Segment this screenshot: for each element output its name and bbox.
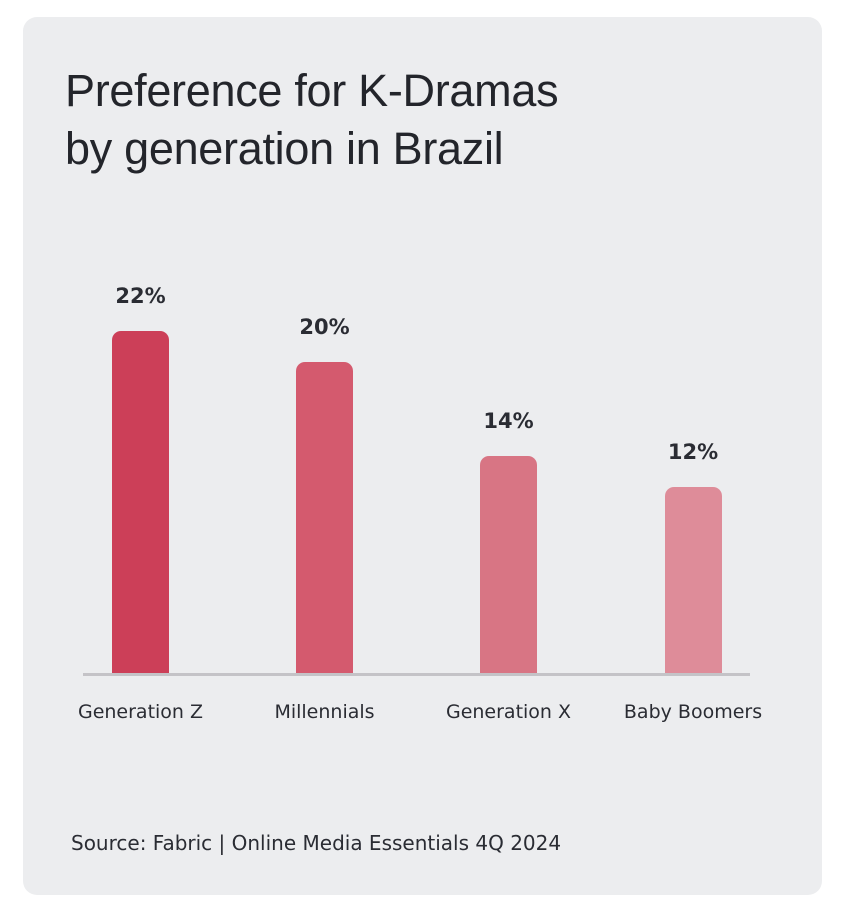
category-label: Baby Boomers: [623, 701, 763, 723]
value-label: 20%: [299, 315, 350, 340]
chart-title: Preference for K-Dramas by generation in…: [65, 62, 559, 178]
bar-generation-z: [112, 331, 169, 675]
chart-title-line-1: Preference for K-Dramas: [65, 65, 559, 116]
value-label: 14%: [483, 409, 534, 434]
chart-title-line-2: by generation in Brazil: [65, 123, 504, 174]
value-label: 22%: [115, 284, 166, 308]
value-label: 12%: [667, 440, 719, 465]
category-label: Generation Z: [77, 701, 204, 723]
bar-baby-boomers: [664, 487, 722, 675]
bar-millennials: [296, 362, 353, 675]
bar-generation-x: [480, 456, 537, 675]
source-note: Source: Fabric | Online Media Essentials…: [71, 831, 562, 855]
x-axis-line: [83, 673, 750, 676]
category-label: Millennials: [274, 701, 375, 723]
category-label: Generation X: [445, 701, 572, 723]
